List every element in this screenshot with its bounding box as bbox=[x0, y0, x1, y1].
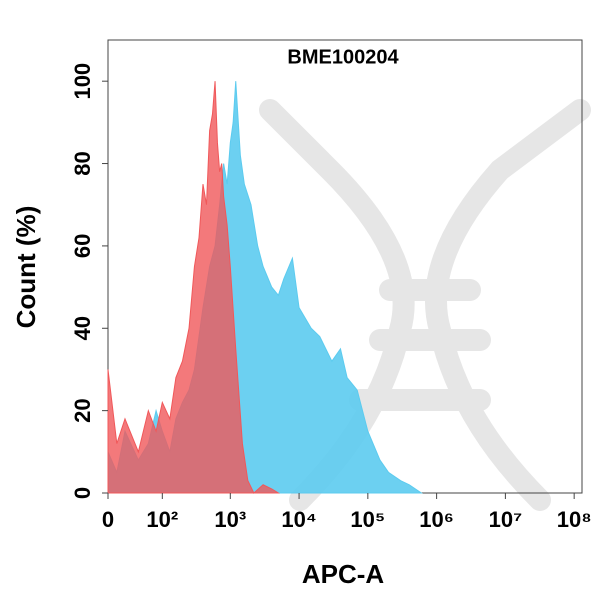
x-tick-label: 10² bbox=[146, 507, 178, 532]
x-tick-label: 10⁷ bbox=[489, 507, 523, 532]
x-tick-label: 10³ bbox=[214, 507, 246, 532]
x-tick-label: 0 bbox=[102, 507, 114, 532]
y-tick-label: 60 bbox=[70, 234, 95, 258]
x-tick-label: 10⁴ bbox=[281, 507, 316, 532]
y-tick-label: 80 bbox=[70, 151, 95, 175]
x-tick-label: 10⁸ bbox=[557, 507, 592, 532]
chart-title: BME100204 bbox=[287, 46, 399, 68]
histogram-area bbox=[107, 81, 281, 494]
x-tick-label: 10⁶ bbox=[419, 507, 454, 532]
y-axis-label: Count (%) bbox=[11, 206, 41, 329]
y-tick-label: 40 bbox=[70, 316, 95, 340]
y-tick-label: 0 bbox=[70, 487, 95, 499]
x-axis-label: APC-A bbox=[302, 559, 385, 589]
y-tick-label: 100 bbox=[70, 63, 95, 100]
x-tick-label: 10⁵ bbox=[350, 507, 385, 532]
y-tick-label: 20 bbox=[70, 398, 95, 422]
